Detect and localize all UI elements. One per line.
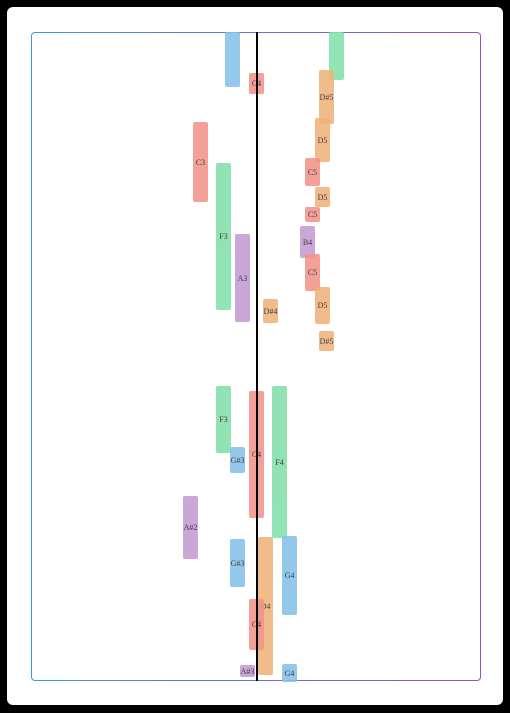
note: C3 [193,122,208,202]
note: D#4 [263,299,278,323]
note: C5 [305,158,320,186]
note: D#5 [319,70,334,124]
note: G4 [282,536,297,615]
note: C5 [305,207,320,222]
note: A3 [235,234,250,322]
note: G#3 [230,447,245,473]
note: A#2 [183,496,198,559]
note: F3 [216,386,231,453]
note: F4 [272,386,287,538]
note [225,32,240,87]
note: D5 [315,187,330,207]
note: G4 [282,664,297,682]
note [329,32,344,80]
note: G#3 [230,539,245,587]
note: D5 [315,287,330,324]
playhead [256,32,258,681]
note: F3 [216,163,231,310]
note: C5 [305,254,320,291]
note: A#3 [240,665,255,677]
note: D5 [315,118,330,162]
note: D#5 [319,331,334,351]
note: B4 [300,226,315,258]
